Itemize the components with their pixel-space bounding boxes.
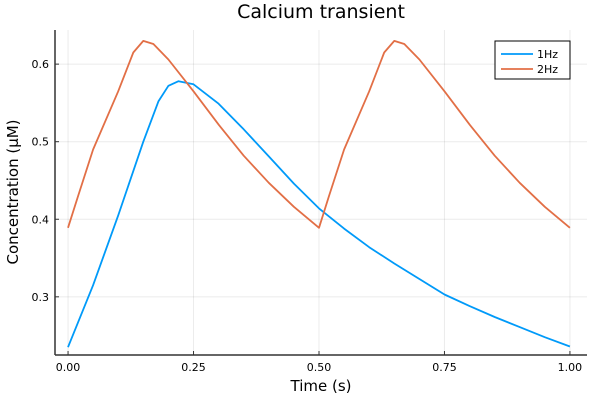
y-tick-label: 0.4 [32,213,50,226]
legend-box [494,40,571,80]
legend-label: 1Hz [537,48,558,61]
x-tick-label: 0.00 [56,361,81,374]
series-group [67,40,571,348]
y-tick-label: 0.3 [32,291,50,304]
x-ticks: 0.00 0.25 0.50 0.75 1.00 [56,351,582,374]
y-ticks: 0.3 0.4 0.5 0.6 [32,58,59,304]
x-tick-label: 0.50 [307,361,332,374]
legend-label: 2Hz [537,63,558,76]
x-axis-label: Time (s) [290,377,352,395]
chart-title: Calcium transient [237,1,405,23]
x-tick-label: 1.00 [558,361,583,374]
y-tick-label: 0.6 [32,58,50,71]
y-axis-label: Concentration (μM) [4,119,22,264]
y-tick-label: 0.5 [32,136,50,149]
x-tick-label: 0.25 [181,361,206,374]
series-line-1Hz [67,80,571,348]
series-line-2Hz [67,40,571,229]
x-tick-label: 0.75 [432,361,457,374]
